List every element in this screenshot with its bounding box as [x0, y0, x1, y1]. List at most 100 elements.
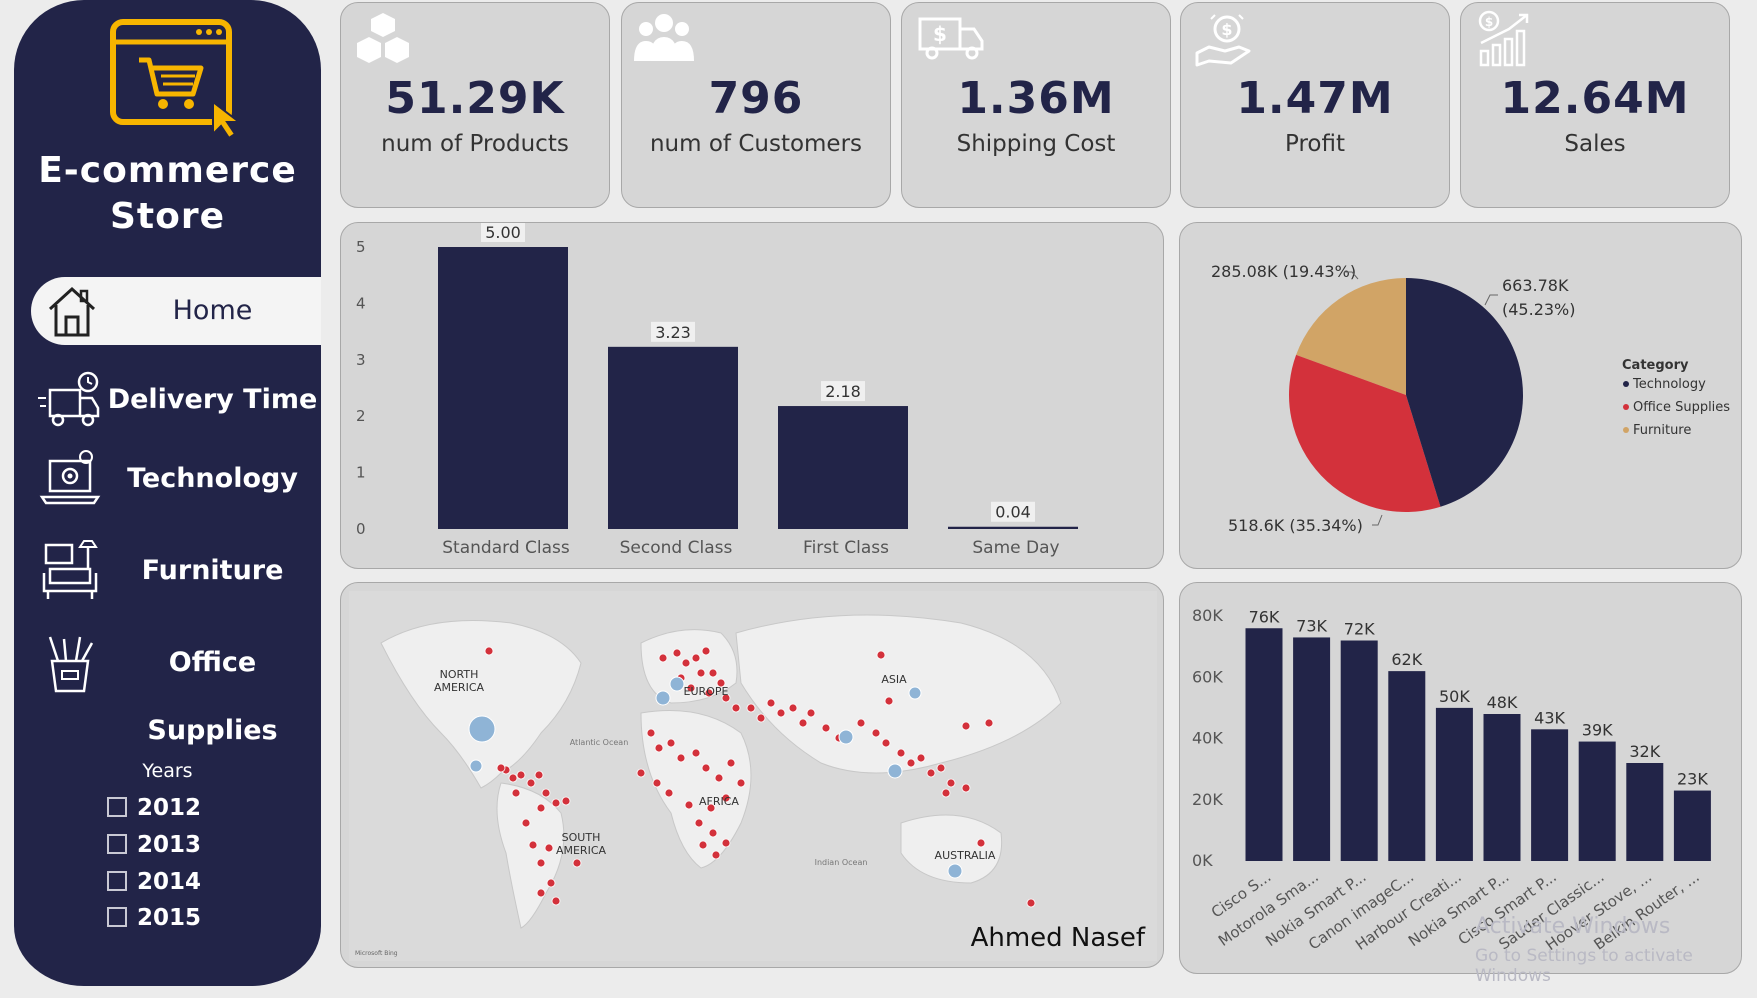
laptop-gear-icon — [36, 447, 104, 511]
map-red-points — [484, 646, 1036, 908]
bar[interactable] — [608, 346, 738, 529]
nav-delivery-time[interactable]: Delivery Time — [14, 366, 321, 434]
data-label-bg — [821, 381, 865, 402]
nav-furniture[interactable]: Furniture — [14, 537, 321, 605]
data-label: 5.00 — [485, 223, 521, 242]
y-tick-label: 80K — [1192, 606, 1223, 625]
kpi-card-products: 51.29K num of Products — [340, 2, 610, 208]
kpi-value: 1.47M — [1236, 73, 1394, 124]
y-tick-label: 0K — [1192, 851, 1213, 870]
legend-dot-office-supplies — [1623, 404, 1629, 410]
sales-growth-icon: $ — [1471, 9, 1535, 69]
bar[interactable] — [1245, 628, 1283, 861]
office-supplies-icon — [36, 631, 104, 695]
store-title-line2: Store — [109, 196, 226, 237]
bar[interactable] — [1626, 763, 1664, 861]
data-label-bg — [651, 321, 695, 342]
y-tick-label: 1 — [356, 464, 366, 482]
map-label-indian: Indian Ocean — [815, 858, 868, 867]
delivery-days-bar-chart[interactable]: 0 1 2 3 4 5 5.00 Standard Class 3.23 Second Class… — [341, 222, 1165, 570]
category-pie-chart-card: 285.08K (19.43%) 663.78K (45.23%) 518.6K… — [1179, 222, 1742, 569]
map-attribution: Microsoft Bing — [355, 950, 398, 957]
legend-technology[interactable]: Technology — [1632, 377, 1706, 392]
bar[interactable] — [1293, 637, 1331, 861]
bar[interactable] — [1673, 790, 1711, 861]
top-products-chart-card: 0K 20K 40K 60K 80K 76K Cisco S... 73K Motorola S… — [1179, 582, 1742, 974]
data-label: 72K — [1344, 620, 1375, 639]
legend-dot-technology — [1623, 381, 1629, 387]
store-title-line1: E-commerce — [38, 150, 297, 191]
continent-australia — [900, 814, 1003, 884]
bar[interactable] — [1531, 729, 1569, 861]
boxes-icon — [351, 9, 415, 69]
checkbox-box[interactable] — [107, 907, 127, 927]
y-tick-label: 60K — [1192, 667, 1223, 686]
data-label-bg — [481, 222, 525, 242]
map-label-atlantic: Atlantic Ocean — [570, 738, 629, 747]
nav-office-supplies[interactable]: Office Supplies — [14, 629, 321, 746]
pie-label-technology-percent: (45.23%) — [1502, 300, 1576, 319]
data-label: 23K — [1677, 770, 1708, 789]
checkbox-box[interactable] — [107, 871, 127, 891]
year-label: 2014 — [137, 869, 202, 895]
delivery-days-chart-card: 0 1 2 3 4 5 5.00 Standard Class 3.23 Second Class… — [340, 222, 1164, 569]
bar[interactable] — [1340, 640, 1378, 862]
data-label: 48K — [1487, 693, 1518, 712]
y-tick-label: 0 — [356, 520, 366, 538]
map-label-africa: AFRICA — [699, 795, 739, 808]
author-name: Ahmed Nasef — [971, 923, 1146, 953]
nav-technology[interactable]: Technology — [14, 445, 321, 513]
delivery-truck-icon — [36, 368, 104, 432]
kpi-value: 51.29K — [385, 73, 565, 124]
shipping-truck-icon: $ — [912, 9, 984, 69]
data-label: 62K — [1391, 650, 1422, 669]
data-label: 3.23 — [655, 323, 691, 342]
x-tick-label: Standard Class — [442, 538, 570, 558]
data-label: 43K — [1534, 708, 1565, 727]
shopping-cart-icon — [110, 19, 242, 140]
x-tick-label: Second Class — [620, 538, 733, 558]
bar[interactable] — [948, 526, 1078, 529]
world-map[interactable]: NORTH AMERICA EUROPE ASIA AFRICA SOUTH AME… — [341, 583, 1164, 968]
kpi-label: Shipping Cost — [956, 131, 1116, 157]
bar[interactable] — [778, 406, 908, 529]
bar[interactable] — [438, 247, 568, 529]
sidebar: E-commerce Store Home — [14, 0, 321, 986]
map-label-north-america: NORTH AMERICA — [434, 668, 485, 694]
kpi-label: Profit — [1285, 131, 1345, 157]
nav-furniture-label: Furniture — [141, 555, 284, 586]
continent-africa — [640, 710, 752, 869]
continent-north-america — [380, 620, 582, 789]
kpi-card-profit: $ 1.47M Profit — [1180, 2, 1450, 208]
bar[interactable] — [1435, 707, 1473, 861]
legend-furniture[interactable]: Furniture — [1633, 423, 1691, 438]
y-tick-label: 2 — [356, 407, 366, 425]
store-logo — [109, 18, 259, 140]
category-pie-chart[interactable]: 285.08K (19.43%) 663.78K (45.23%) 518.6K… — [1180, 223, 1743, 570]
kpi-label: Sales — [1564, 131, 1626, 157]
svg-text:$: $ — [1221, 20, 1232, 39]
pie-slice[interactable] — [1406, 278, 1523, 507]
bar[interactable] — [1388, 671, 1426, 861]
bar[interactable] — [1578, 741, 1616, 861]
checkbox-box[interactable] — [107, 797, 127, 817]
legend-office-supplies[interactable]: Office Supplies — [1633, 400, 1730, 415]
pie-slice[interactable] — [1296, 278, 1406, 395]
pie-slice[interactable] — [1289, 354, 1441, 512]
map-label-australia: AUSTRALIA — [935, 849, 996, 862]
data-label: 73K — [1296, 616, 1327, 635]
continent-south-america — [496, 782, 565, 929]
nav-home[interactable]: Home — [14, 277, 321, 345]
profit-hand-icon: $ — [1191, 9, 1255, 69]
y-tick-label: 20K — [1192, 790, 1223, 809]
data-label: 32K — [1629, 742, 1660, 761]
y-tick-label: 5 — [356, 238, 366, 256]
year-label: 2015 — [137, 905, 202, 931]
kpi-card-sales: $ 12.64M Sales — [1460, 2, 1730, 208]
bar[interactable] — [1483, 714, 1521, 861]
y-tick-label: 4 — [356, 294, 366, 312]
data-label: 0.04 — [995, 503, 1031, 522]
checkbox-box[interactable] — [107, 834, 127, 854]
y-tick-label: 40K — [1192, 729, 1223, 748]
